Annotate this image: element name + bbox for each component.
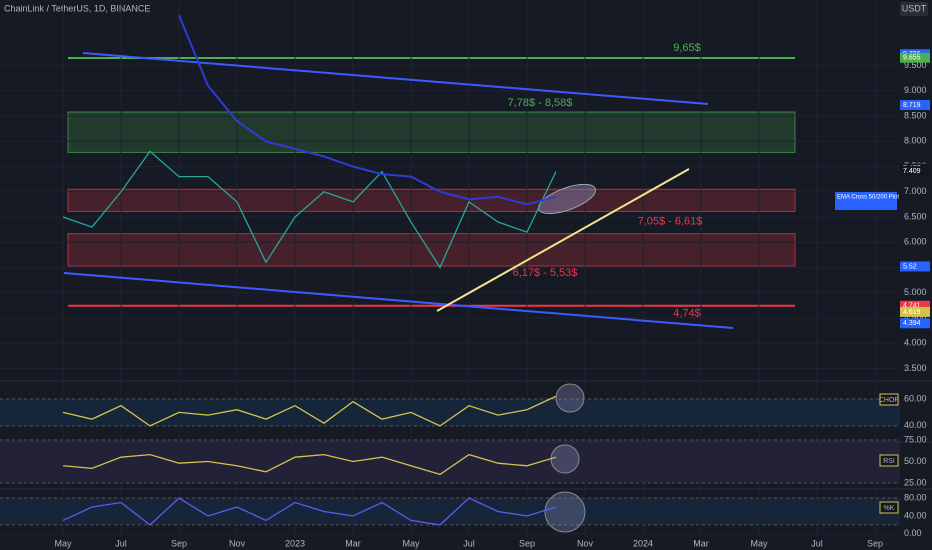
zone-label: 7,78$ - 8,58$ bbox=[508, 97, 573, 109]
y-tick-label: 4.500 bbox=[904, 312, 927, 322]
price-badge-label: 9.655 bbox=[903, 55, 921, 62]
x-tick-label: Nov bbox=[229, 538, 246, 548]
zone bbox=[67, 233, 796, 267]
price-badge-label: 7.409 bbox=[903, 168, 921, 175]
price-badge bbox=[900, 300, 930, 311]
pane-badge bbox=[879, 501, 899, 514]
y-tick-label: 5.000 bbox=[904, 287, 927, 297]
y-tick-label: 75.00 bbox=[904, 434, 927, 444]
y-tick-label: 60.00 bbox=[904, 393, 927, 403]
highlight bbox=[538, 183, 596, 215]
highlight bbox=[544, 491, 586, 533]
price-badge bbox=[900, 166, 930, 177]
x-tick-label: Mar bbox=[345, 538, 361, 548]
y-tick-label: 9.500 bbox=[904, 60, 927, 70]
price-badge bbox=[900, 318, 930, 329]
x-tick-label: May bbox=[402, 538, 420, 548]
series-line bbox=[62, 395, 557, 427]
y-tick-label: 9.000 bbox=[904, 85, 927, 95]
currency-box bbox=[900, 2, 928, 16]
x-tick-label: Sep bbox=[171, 538, 187, 548]
pane-badge bbox=[879, 454, 899, 467]
y-tick-label: 40.00 bbox=[904, 510, 927, 520]
level-label: 4,74$ bbox=[673, 308, 701, 320]
y-tick-label: 3.500 bbox=[904, 363, 927, 373]
price-badge-label: 4.394 bbox=[903, 320, 921, 327]
series-line bbox=[178, 14, 557, 206]
y-tick-label: 50.00 bbox=[904, 456, 927, 466]
price-badge-label: 5.52 bbox=[903, 263, 917, 270]
x-tick-label: May bbox=[750, 538, 768, 548]
currency: USDT bbox=[902, 3, 927, 13]
x-tick-label: Jul bbox=[463, 538, 475, 548]
y-tick-label: 6.500 bbox=[904, 211, 927, 221]
trend-line bbox=[63, 272, 734, 329]
pane-title: RSI bbox=[883, 458, 895, 465]
band bbox=[0, 498, 900, 525]
x-tick-label: Nov bbox=[577, 538, 594, 548]
band bbox=[0, 398, 900, 426]
x-tick-label: Jul bbox=[115, 538, 127, 548]
y-tick-label: 7.000 bbox=[904, 186, 927, 196]
x-tick-label: Mar bbox=[693, 538, 709, 548]
zone bbox=[67, 188, 796, 212]
x-tick-label: Sep bbox=[867, 538, 883, 548]
annotation: EMA Cross 50/200 Plot bbox=[837, 195, 899, 201]
y-tick-label: 25.00 bbox=[904, 477, 927, 487]
highlight bbox=[550, 444, 580, 474]
pane-badge bbox=[879, 393, 899, 406]
x-tick-label: 2024 bbox=[633, 538, 653, 548]
y-tick-label: 0.00 bbox=[904, 528, 922, 538]
chart-title: ChainLink / TetherUS, 1D, BINANCE bbox=[4, 3, 150, 13]
zone-label: 7,05$ - 6,61$ bbox=[638, 215, 703, 227]
price-badge-label: 4.619 bbox=[903, 309, 921, 316]
series-line bbox=[62, 497, 557, 526]
y-tick-label: 4.000 bbox=[904, 338, 927, 348]
price-badge-label: 8.719 bbox=[903, 102, 921, 109]
zone-label: 6,17$ - 5,53$ bbox=[513, 267, 578, 279]
price-badge bbox=[900, 52, 930, 63]
price-badge bbox=[900, 100, 930, 111]
price-badge bbox=[900, 306, 930, 317]
y-tick-label: 80.00 bbox=[904, 492, 927, 502]
x-tick-label: Jul bbox=[811, 538, 823, 548]
x-tick-label: 2023 bbox=[285, 538, 305, 548]
price-badge bbox=[900, 261, 930, 272]
series-line bbox=[62, 453, 557, 476]
y-tick-label: 40.00 bbox=[904, 420, 927, 430]
pane-title: %K bbox=[884, 505, 895, 512]
pane-title: CHOP bbox=[879, 397, 900, 404]
y-tick-label: 6.000 bbox=[904, 237, 927, 247]
x-tick-label: Sep bbox=[519, 538, 535, 548]
price-badge-label: 4.741 bbox=[903, 303, 921, 310]
y-tick-label: 8.500 bbox=[904, 110, 927, 120]
trend-line bbox=[436, 168, 690, 312]
highlight bbox=[555, 383, 585, 413]
level-label: 9,65$ bbox=[673, 42, 701, 54]
annotation-box bbox=[835, 192, 897, 210]
zone bbox=[67, 111, 796, 153]
trend-line bbox=[82, 52, 709, 105]
series-line bbox=[62, 150, 557, 269]
y-tick-label: 8.000 bbox=[904, 136, 927, 146]
x-tick-label: May bbox=[54, 538, 72, 548]
